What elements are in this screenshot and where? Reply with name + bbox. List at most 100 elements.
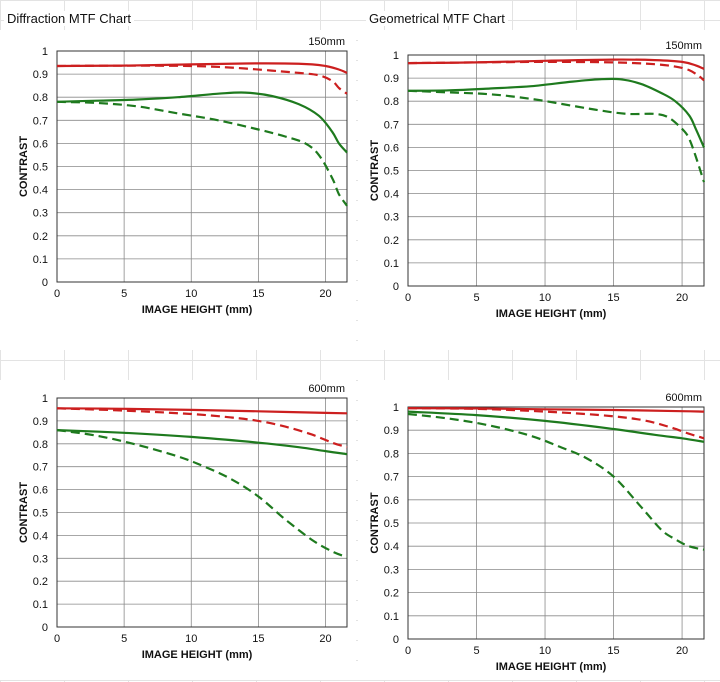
y-tick-label: 0.3 [33,553,48,565]
chart-background [358,30,720,350]
series-green-solid-line [56,91,348,154]
x-tick-label: 10 [185,288,197,300]
series-green-dashed-line [56,100,348,207]
y-tick-label: 0.7 [384,472,399,484]
y-tick-label: 0.8 [33,92,48,104]
y-tick-label: 0.5 [33,162,48,174]
y-tick-label: 0.9 [33,69,48,81]
y-tick-label: 0.4 [33,530,48,542]
y-tick-label: 0.6 [384,495,399,507]
y-tick-label: 0.3 [33,208,48,220]
y-tick-label: 0.1 [384,258,399,270]
y-tick-label: 0.7 [33,115,48,127]
y-tick-label: 0.1 [33,254,48,266]
x-tick-label: 15 [252,288,264,300]
chart-panel-3: 00.10.20.30.40.50.60.70.80.910 5 10 15 20IMA… [0,380,356,680]
series-green-solid-line [56,429,348,456]
x-tick-label: 5 [121,288,127,300]
y-tick-label: 0 [42,622,48,634]
x-tick-label: 5 [121,633,127,645]
x-tick-label: 15 [607,292,619,304]
series-red-dashed-line [56,64,348,95]
y-tick-label: 0.4 [384,189,399,201]
x-axis-title: IMAGE HEIGHT (mm) [496,661,607,673]
series-red-solid-line [56,62,348,74]
x-tick-label: 15 [252,633,264,645]
chart-panel-4: 00.10.20.30.40.50.60.70.80.910 5 10 15 20IMA… [358,380,720,680]
plot-frame [407,406,705,640]
y-tick-label: 0.9 [33,416,48,428]
y-tick-label: 1 [42,393,48,405]
y-axis-title: CONTRAST [18,136,30,197]
y-tick-label: 0.6 [33,138,48,150]
geometrical-title: Geometrical MTF Chart [366,11,508,26]
series-green-solid-line [407,77,706,148]
x-tick-label: 20 [319,288,331,300]
y-axis-title: CONTRAST [18,482,30,543]
focal-length-label: 600mm [308,383,345,395]
y-tick-label: 0.5 [33,508,48,520]
y-tick-label: 0 [393,281,399,293]
series-red-solid-line [56,407,348,415]
x-tick-label: 0 [405,645,411,657]
y-tick-label: 0.6 [384,142,399,154]
y-tick-label: 0.7 [384,119,399,131]
focal-length-label: 150mm [308,36,345,48]
x-axis-title: IMAGE HEIGHT (mm) [142,304,253,316]
x-tick-label: 20 [676,645,688,657]
y-tick-label: 0 [393,634,399,646]
y-tick-label: 0.2 [384,588,399,600]
y-axis-title: CONTRAST [369,140,381,201]
x-axis-title: IMAGE HEIGHT (mm) [496,308,607,320]
series-red-dashed-line [56,407,348,449]
x-axis-title: IMAGE HEIGHT (mm) [142,649,253,661]
x-tick-label: 0 [54,288,60,300]
y-tick-label: 1 [393,402,399,414]
focal-length-label: 600mm [665,392,702,404]
x-tick-label: 20 [676,292,688,304]
y-tick-label: 0.9 [384,73,399,85]
x-tick-label: 5 [473,645,479,657]
x-tick-label: 0 [54,633,60,645]
y-tick-label: 0.1 [33,599,48,611]
y-tick-label: 0.1 [384,611,399,623]
y-tick-label: 0.7 [33,462,48,474]
chart-panel-2: 00.10.20.30.40.50.60.70.80.910 5 10 15 20IMA… [358,30,720,350]
series-green-solid-line [407,410,705,443]
y-tick-label: 0.3 [384,212,399,224]
focal-length-label: 150mm [665,40,702,52]
y-axis-title: CONTRAST [369,492,381,553]
y-tick-label: 0.4 [384,541,399,553]
y-tick-label: 0.2 [384,235,399,247]
x-tick-label: 10 [539,292,551,304]
x-tick-label: 10 [185,633,197,645]
y-tick-label: 0.2 [33,231,48,243]
plot-frame [56,397,348,628]
series-red-dashed-line [407,60,705,82]
x-tick-label: 20 [319,633,331,645]
plot-frame [407,54,705,287]
series-green-dashed-line [56,429,348,559]
series-green-dashed-line [407,412,705,551]
y-tick-label: 0.8 [33,439,48,451]
y-tick-label: 0.5 [384,166,399,178]
x-tick-label: 15 [607,645,619,657]
series-red-solid-line [407,58,705,70]
y-tick-label: 1 [42,46,48,58]
chart-panel-1: 00.10.20.30.40.50.60.70.80.910 5 10 15 20IMA… [0,30,356,350]
y-tick-label: 0.4 [33,185,48,197]
x-tick-label: 5 [473,292,479,304]
x-tick-label: 10 [539,645,551,657]
y-tick-label: 0.8 [384,96,399,108]
y-tick-label: 0 [42,277,48,289]
series-red-dashed-line [407,407,705,440]
x-tick-label: 0 [405,292,411,304]
y-tick-label: 0.9 [384,425,399,437]
y-tick-label: 1 [393,50,399,62]
y-tick-label: 0.2 [33,576,48,588]
diffraction-title: Diffraction MTF Chart [4,11,135,26]
y-tick-label: 0.3 [384,564,399,576]
y-tick-label: 0.5 [384,518,399,530]
y-tick-label: 0.6 [33,485,48,497]
